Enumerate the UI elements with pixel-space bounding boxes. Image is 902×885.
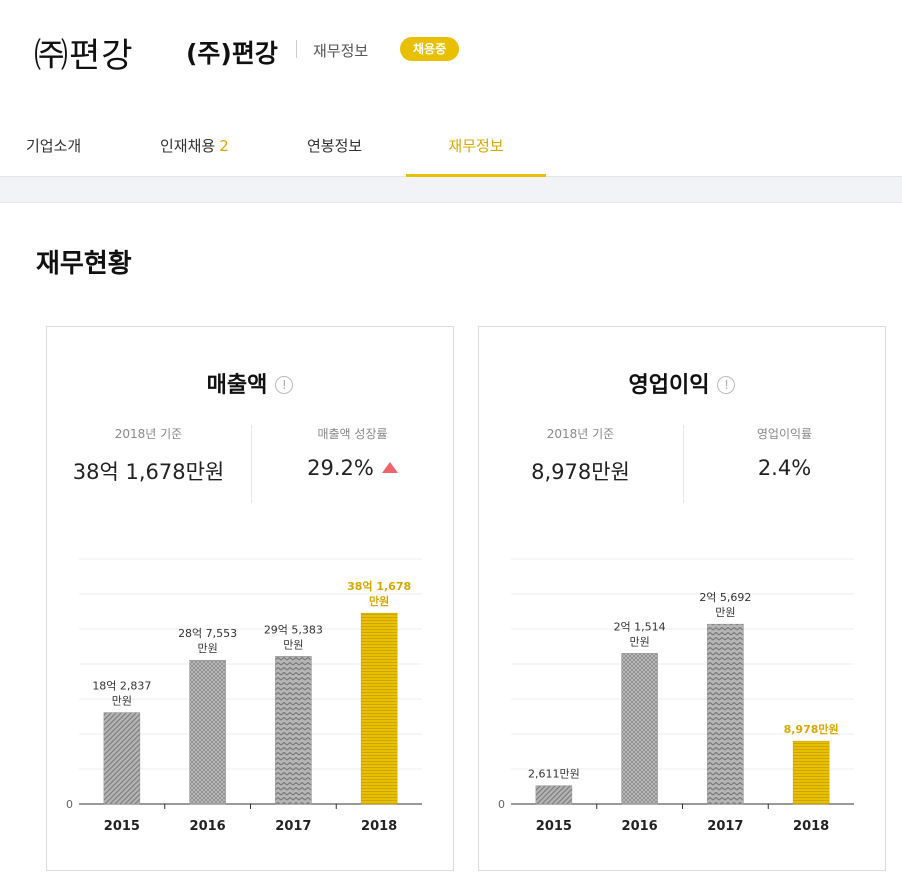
stat-label: 영업이익률 <box>756 427 813 441</box>
bar-2018[interactable] <box>792 740 830 805</box>
bar-2017[interactable] <box>707 623 744 805</box>
card-title: 매출액! <box>47 367 453 399</box>
card-title-text: 매출액 <box>206 373 268 398</box>
tab-count: 2 <box>219 137 229 155</box>
tab-label: 재무정보 <box>448 137 504 155</box>
data-label: 2억 5,692 <box>699 591 751 604</box>
x-tick-label: 2015 <box>536 819 572 834</box>
stat-base-year: 2018년 기준 8,978만원 <box>479 425 682 486</box>
data-label: 만원 <box>198 642 218 655</box>
data-label: 29억 5,383 <box>264 623 323 636</box>
data-label: 만원 <box>112 695 132 708</box>
y-tick-label: 0 <box>498 798 505 811</box>
bar-2016[interactable] <box>189 659 226 805</box>
stat-value: 38억 1,678만원 <box>72 460 225 484</box>
company-tabs: 기업소개 인재채용 2 연봉정보 재무정보 <box>0 116 902 177</box>
stat-label: 매출액 성장률 <box>317 427 388 441</box>
bar-2015[interactable] <box>103 712 141 805</box>
y-tick-label: 0 <box>66 798 73 811</box>
tab-company-intro[interactable]: 기업소개 <box>26 116 81 177</box>
page-title: 재무현황 <box>36 249 132 279</box>
stat-divider <box>683 425 684 503</box>
bar-2015[interactable] <box>535 785 573 805</box>
x-tick-label: 2016 <box>622 819 658 834</box>
tab-financial[interactable]: 재무정보 <box>406 116 546 177</box>
operating-profit-card: 영업이익! 2018년 기준 8,978만원 영업이익률 2.4% 0 2015 2… <box>478 326 886 871</box>
x-tick-label: 2018 <box>793 819 829 834</box>
card-title: 영업이익! <box>479 367 885 399</box>
x-tick-label: 2018 <box>361 819 397 834</box>
stat-value: 2.4% <box>757 456 812 480</box>
data-label: 만원 <box>715 606 735 619</box>
data-label: 18억 2,837 <box>92 680 151 693</box>
bar-2017[interactable] <box>275 656 312 805</box>
data-label: 38억 1,678 <box>347 580 411 593</box>
bar-2016[interactable] <box>621 653 658 805</box>
company-header: ㈜편강 (주)편강 재무정보 채용중 <box>0 0 902 100</box>
revenue-card: 매출액! 2018년 기준 38억 1,678만원 매출액 성장률 29.2% … <box>46 326 454 871</box>
x-tick-label: 2015 <box>104 819 140 834</box>
revenue-bar-chart: 0 2015 18억 2,837 만원 2016 28억 7,553 만원 2017 29억 5… <box>66 558 422 834</box>
data-label: 8,978만원 <box>784 722 839 736</box>
data-label: 만원 <box>630 635 650 648</box>
stat-label: 2018년 기준 <box>546 427 615 441</box>
growth-rate-value: 29.2% <box>307 456 374 480</box>
header-divider <box>296 40 297 58</box>
stat-growth-rate: 매출액 성장률 29.2% <box>251 425 454 480</box>
stat-divider <box>251 425 252 503</box>
trend-up-icon <box>381 462 398 473</box>
hiring-badge: 채용중 <box>400 37 460 61</box>
tab-label: 기업소개 <box>26 137 82 155</box>
company-name[interactable]: (주)편강 <box>186 39 278 68</box>
info-icon[interactable]: ! <box>275 376 294 394</box>
data-label: 2억 1,514 <box>614 620 666 633</box>
data-label: 28억 7,553 <box>178 627 237 640</box>
tab-label: 인재채용 <box>160 137 216 155</box>
stat-value: 8,978만원 <box>531 460 630 484</box>
stat-base-year: 2018년 기준 38억 1,678만원 <box>47 425 250 486</box>
info-icon[interactable]: ! <box>717 376 736 394</box>
x-tick-label: 2017 <box>707 819 743 834</box>
x-tick-label: 2016 <box>190 819 226 834</box>
operating-profit-bar-chart: 0 2015 2,611만원 2016 2억 1,514 만원 2017 2억 5,692 만원… <box>498 558 854 834</box>
company-logo[interactable]: ㈜편강 <box>34 36 134 76</box>
breadcrumb-section: 재무정보 <box>313 42 369 60</box>
data-label: 만원 <box>369 594 389 608</box>
section-separator <box>0 177 902 203</box>
tab-label: 연봉정보 <box>307 137 363 155</box>
data-label: 만원 <box>283 638 303 651</box>
tab-salary[interactable]: 연봉정보 <box>307 116 362 177</box>
stat-profit-margin: 영업이익률 2.4% <box>683 425 886 480</box>
card-title-text: 영업이익 <box>628 373 710 398</box>
stat-value: 29.2% <box>251 456 454 480</box>
bar-2018[interactable] <box>360 612 398 805</box>
stat-label: 2018년 기준 <box>114 427 183 441</box>
tab-recruitment[interactable]: 인재채용 2 <box>160 116 229 177</box>
x-tick-label: 2017 <box>275 819 311 834</box>
data-label: 2,611만원 <box>528 768 580 781</box>
